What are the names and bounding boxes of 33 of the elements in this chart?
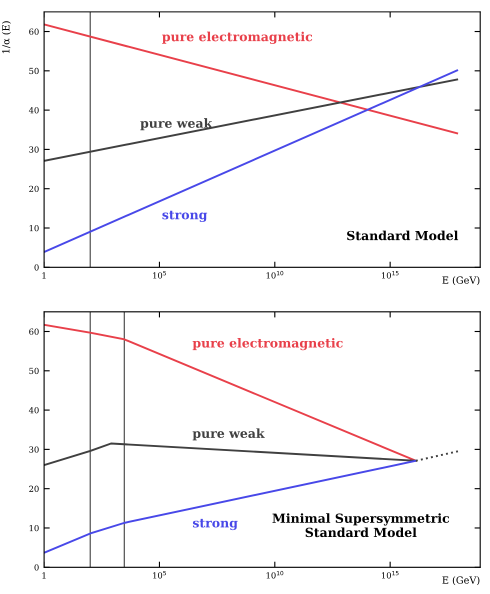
annotation: Standard Model — [347, 230, 458, 240]
series-label: strong — [192, 518, 238, 530]
y-tick-label: 30 — [29, 446, 39, 453]
series-label: pure weak — [140, 118, 212, 130]
x-tick-label: 10$^{15}$ — [382, 570, 399, 579]
x-tick-label: 10$^{5}$ — [153, 570, 166, 579]
series-label: strong — [162, 210, 208, 222]
y-tick-label: 10 — [30, 524, 39, 532]
y-tick-label: 20 — [29, 186, 39, 192]
y-tick-label: 50 — [29, 368, 39, 374]
x-axis-title: E (GeV) — [442, 276, 480, 286]
y-tick-label: 40 — [28, 407, 39, 414]
x-tick-label: 10$^{10}$ — [266, 270, 284, 279]
y-tick-label: 0 — [34, 564, 39, 571]
y-tick-label: 60 — [29, 28, 39, 35]
series-label: pure weak — [192, 428, 265, 440]
y-tick-label: 0 — [34, 264, 39, 271]
x-tick-label: 10$^{10}$ — [266, 570, 284, 579]
series-label: pure electromagnetic — [192, 338, 343, 350]
y-tick-label: 40 — [28, 107, 39, 114]
annotation: Minimal Supersymmetric Standard Model — [272, 513, 450, 538]
y-axis-title: 1/α (E) — [2, 21, 11, 54]
y-tick-label: 50 — [29, 68, 39, 74]
series-label: pure electromagnetic — [162, 32, 312, 44]
y-tick-label: 30 — [29, 146, 39, 153]
x-axis-title: E (GeV) — [442, 576, 480, 586]
x-tick-label: 1 — [42, 272, 46, 278]
y-tick-label: 10 — [30, 224, 39, 232]
y-tick-label: 60 — [29, 328, 39, 335]
x-tick-label: 10$^{15}$ — [382, 270, 399, 279]
y-tick-label: 20 — [29, 486, 39, 492]
x-tick-label: 10$^{5}$ — [153, 270, 166, 279]
x-tick-label: 1 — [42, 572, 46, 578]
